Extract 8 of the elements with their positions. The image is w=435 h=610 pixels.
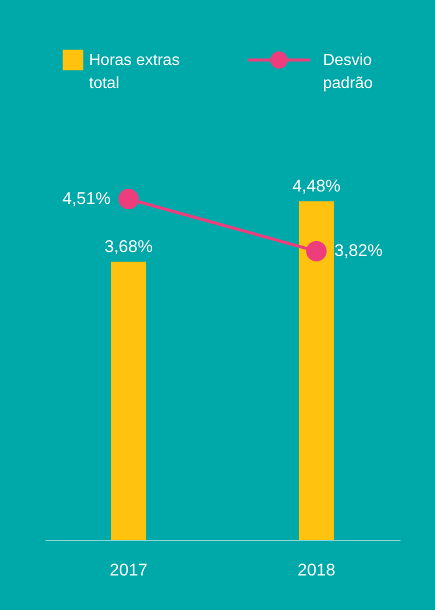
data-label: 3,68% bbox=[104, 236, 153, 256]
data-label: 4,51% bbox=[62, 189, 111, 208]
data-label: 4,48% bbox=[292, 176, 341, 196]
x-tick-label: 2017 bbox=[110, 560, 148, 580]
data-label: 3,82% bbox=[334, 241, 383, 260]
legend-label: Horas extras total bbox=[89, 52, 180, 92]
legend-label: Desvio padrão bbox=[323, 52, 373, 92]
x-tick-label: 2018 bbox=[298, 560, 336, 580]
